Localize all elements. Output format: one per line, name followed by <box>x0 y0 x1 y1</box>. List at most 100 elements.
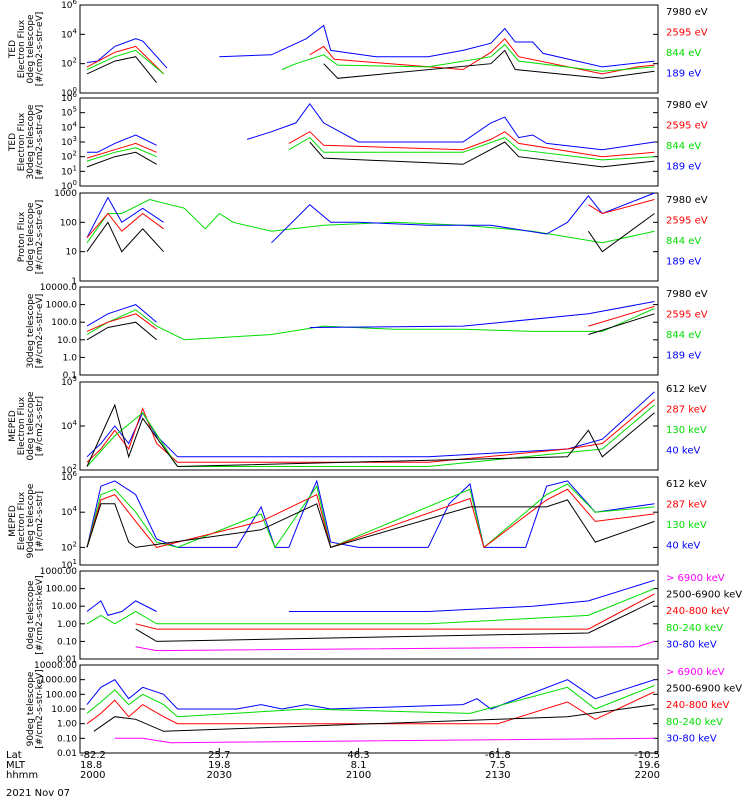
series-line-80-240-kev <box>86 685 655 718</box>
x-tick-label: 7.5 <box>490 760 506 771</box>
y-axis-label: [#/cm2-s-str-eV] <box>35 200 45 275</box>
legend-label: 240-800 keV <box>666 606 730 617</box>
y-tick-label: 0.10 <box>57 637 77 647</box>
series-line-2595-ev <box>86 305 655 332</box>
y-tick-label: 10.00 <box>51 705 77 715</box>
panel-frame <box>79 192 659 282</box>
x-tick-label: 18.8 <box>80 760 102 771</box>
y-tick-label: 10.0 <box>57 336 77 346</box>
legend-label: 240-800 keV <box>666 700 730 711</box>
y-axis-label: [#/cm2-s-str] <box>35 491 45 551</box>
series-line-2595-ev <box>86 37 655 75</box>
y-axis-label: 0deg telescope <box>26 14 36 84</box>
x-tick-label: 19.8 <box>208 760 230 771</box>
y-tick-label: 103 <box>61 135 77 148</box>
series-line-240-800-kev <box>86 691 655 725</box>
panel-frame <box>79 286 659 376</box>
legend-label: 2500-6900 keV <box>666 684 742 695</box>
series-line-130-kev <box>86 483 655 549</box>
legend-label: 612 keV <box>666 384 707 395</box>
y-axis-label: Electron Flux <box>17 396 27 455</box>
series-line-2500-6900-kev <box>93 704 655 732</box>
legend-label: 2500-6900 keV <box>666 590 742 601</box>
legend-label: 40 keV <box>666 445 700 456</box>
y-axis-label: 90deg telescope <box>26 483 36 558</box>
series-line-287-kev <box>86 399 655 463</box>
y-axis-label: 0deg telescope <box>26 580 36 650</box>
x-tick-label: 2100 <box>346 770 371 781</box>
y-tick-label: 1000.00 <box>40 567 77 577</box>
legend-label: 7980 eV <box>666 100 708 111</box>
series-line-7980-ev <box>86 313 655 341</box>
y-tick-label: 102 <box>61 150 77 163</box>
panel-frame <box>79 476 659 566</box>
panel-4: 10000.0 1000.0 100.0 10.0 1.0 0.1 30deg telesc… <box>26 283 708 381</box>
y-axis-label: TED <box>8 40 18 59</box>
y-tick-label: 100.00 <box>46 585 78 595</box>
x-tick-label: -82.2 <box>80 750 106 761</box>
series-line-40-kev <box>86 479 655 548</box>
legend-label: 844 eV <box>666 141 701 152</box>
panel-frame <box>79 4 659 94</box>
series-line-612-kev <box>86 403 655 468</box>
y-axis-label: MEPED <box>8 410 18 442</box>
y-tick-label: 105 <box>61 106 77 119</box>
y-axis-label: Electron Flux <box>17 19 27 78</box>
legend-label: 80-240 keV <box>666 623 723 634</box>
y-tick-label: 10.00 <box>51 602 77 612</box>
x-row-label: MLT <box>6 760 26 771</box>
legend-label: 30-80 keV <box>666 639 717 650</box>
legend-label: 844 eV <box>666 48 701 59</box>
y-tick-label: 0.1 <box>63 371 77 381</box>
legend-label: 2595 eV <box>666 309 708 320</box>
legend-label: 287 keV <box>666 404 707 415</box>
y-tick-label: 102 <box>61 57 77 70</box>
x-tick-label: 8.1 <box>351 760 367 771</box>
y-axis-label: [#/cm2-s-str-eV] <box>35 12 45 87</box>
x-tick-label: 19.6 <box>638 760 660 771</box>
x-tick-label: 2130 <box>485 770 510 781</box>
y-tick-label: 102 <box>61 540 77 553</box>
legend-label: 80-240 keV <box>666 717 723 728</box>
y-tick-label: 0.01 <box>57 749 77 759</box>
series-line-7980-ev <box>86 141 655 168</box>
x-tick-label: 46.3 <box>347 750 369 761</box>
date-label: 2021 Nov 07 <box>6 788 70 799</box>
legend-label: 189 eV <box>666 350 701 361</box>
series-line-844-ev <box>86 198 655 244</box>
y-tick-label: 10000.00 <box>34 661 77 671</box>
series-line-612-kev <box>86 499 655 549</box>
y-axis-label: TED <box>8 133 18 152</box>
panel-frame <box>79 664 659 754</box>
series-line-2595-ev <box>86 131 655 159</box>
x-tick-label: -10.5 <box>634 750 660 761</box>
y-tick-label: 104 <box>61 505 77 518</box>
y-tick-label: 0.10 <box>57 734 77 744</box>
y-tick-label: 101 <box>61 164 77 177</box>
y-tick-label: 1.0 <box>63 353 78 363</box>
panel-frame <box>79 570 659 660</box>
y-tick-label: 104 <box>61 120 77 133</box>
legend-label: > 6900 keV <box>666 573 725 584</box>
series-line--6900-kev <box>135 640 655 652</box>
series-line-189-ev <box>86 24 655 69</box>
y-tick-label: 1.00 <box>57 620 77 630</box>
y-tick-label: 1.00 <box>57 720 77 730</box>
panel-7: 1000.00 100.00 10.00 1.00 0.10 0.01 0deg teles… <box>26 567 742 665</box>
y-tick-label: 10 <box>66 248 78 258</box>
x-row-label: hhmm <box>6 770 38 781</box>
series-line-287-kev <box>86 488 655 549</box>
y-tick-label: 1000.0 <box>46 301 78 311</box>
series-line-80-240-kev <box>86 588 655 625</box>
series-line-7980-ev <box>86 213 655 253</box>
x-tick-label: 2030 <box>207 770 232 781</box>
legend-label: 2595 eV <box>666 120 708 131</box>
legend-label: 287 keV <box>666 499 707 510</box>
y-axis-label: [#/cm2-s-str-eV] <box>35 105 45 180</box>
legend-label: 612 keV <box>666 479 707 490</box>
series-line-844-ev <box>86 308 655 341</box>
y-axis-label: Proton Flux <box>17 211 27 262</box>
